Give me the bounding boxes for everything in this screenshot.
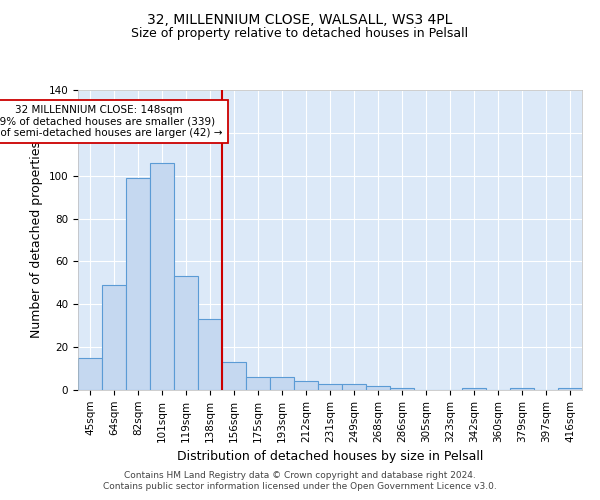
- Bar: [270, 377, 294, 390]
- Bar: [558, 388, 582, 390]
- Bar: [318, 384, 342, 390]
- Bar: [342, 384, 366, 390]
- Text: 32 MILLENNIUM CLOSE: 148sqm
← 89% of detached houses are smaller (339)
11% of se: 32 MILLENNIUM CLOSE: 148sqm ← 89% of det…: [0, 105, 223, 138]
- Y-axis label: Number of detached properties: Number of detached properties: [30, 142, 43, 338]
- Bar: [390, 388, 414, 390]
- Bar: [150, 163, 174, 390]
- Bar: [366, 386, 390, 390]
- Bar: [78, 358, 102, 390]
- Bar: [174, 276, 198, 390]
- Bar: [102, 285, 126, 390]
- Text: 32, MILLENNIUM CLOSE, WALSALL, WS3 4PL: 32, MILLENNIUM CLOSE, WALSALL, WS3 4PL: [148, 12, 452, 26]
- Text: Contains HM Land Registry data © Crown copyright and database right 2024.: Contains HM Land Registry data © Crown c…: [124, 471, 476, 480]
- Bar: [222, 362, 246, 390]
- Bar: [462, 388, 486, 390]
- Bar: [126, 178, 150, 390]
- Text: Contains public sector information licensed under the Open Government Licence v3: Contains public sector information licen…: [103, 482, 497, 491]
- Bar: [246, 377, 270, 390]
- Text: Size of property relative to detached houses in Pelsall: Size of property relative to detached ho…: [131, 28, 469, 40]
- Bar: [510, 388, 534, 390]
- Bar: [294, 382, 318, 390]
- Bar: [198, 320, 222, 390]
- X-axis label: Distribution of detached houses by size in Pelsall: Distribution of detached houses by size …: [177, 450, 483, 463]
